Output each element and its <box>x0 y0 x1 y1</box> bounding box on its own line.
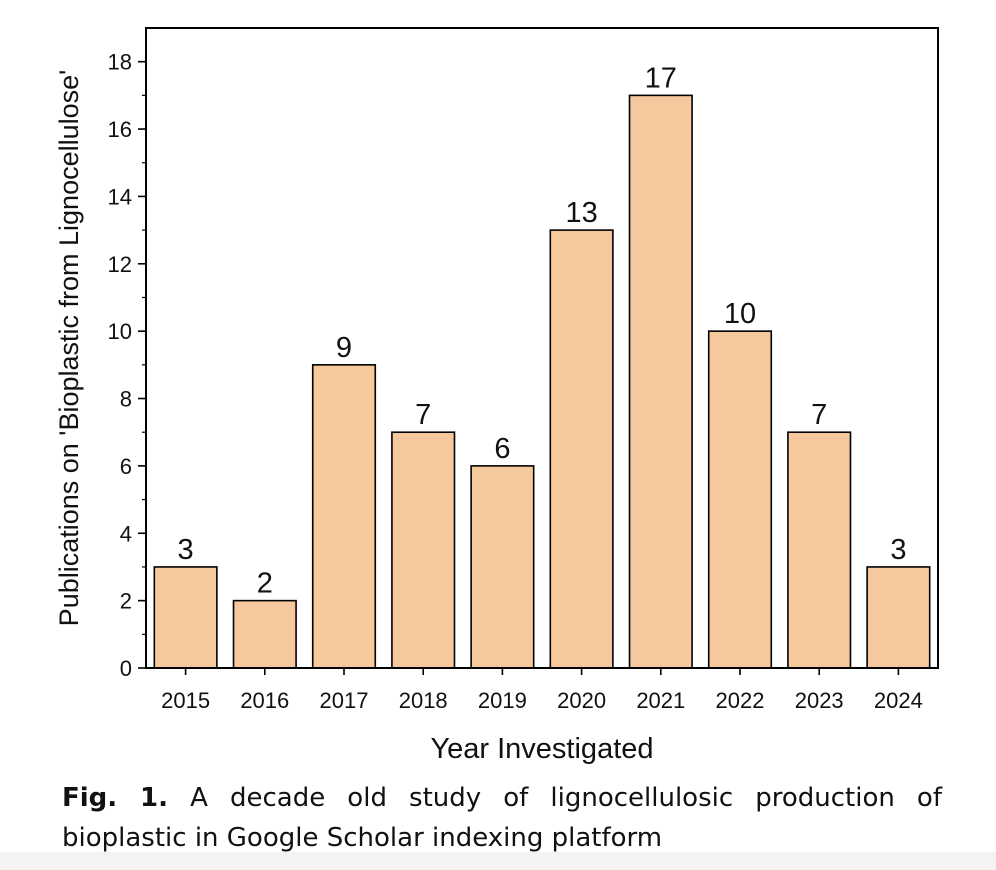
data-label: 6 <box>494 433 510 465</box>
y-tick-label: 18 <box>108 50 132 75</box>
x-axis-label: Year Investigated <box>430 733 653 765</box>
bar <box>153 566 218 669</box>
bar <box>311 364 377 669</box>
y-tick-label: 6 <box>120 454 132 479</box>
plot-frame <box>145 27 939 669</box>
y-tick-label: 16 <box>108 117 132 142</box>
x-tick-label: 2017 <box>320 688 369 713</box>
data-label: 7 <box>811 399 827 431</box>
data-label: 2 <box>257 568 273 600</box>
y-tick-label: 0 <box>120 656 132 681</box>
y-axis: 0 2 4 6 8 10 12 14 16 18 <box>108 50 146 681</box>
bar <box>707 330 773 669</box>
data-label: 13 <box>565 197 597 229</box>
caption-label: Fig. 1. <box>62 783 169 813</box>
y-tick-label: 14 <box>108 184 132 209</box>
bar <box>628 94 693 669</box>
x-tick-label: 2015 <box>161 688 210 713</box>
bar <box>391 431 456 669</box>
y-tick-label: 8 <box>120 387 132 412</box>
x-tick-label: 2018 <box>399 688 448 713</box>
y-tick-label: 4 <box>120 521 132 546</box>
x-tick-label: 2019 <box>478 688 527 713</box>
figure-caption: Fig. 1. A decade old study of lignocellu… <box>62 778 942 858</box>
bar <box>866 566 931 669</box>
data-label: 3 <box>890 534 906 566</box>
y-tick-label: 2 <box>120 589 132 614</box>
x-tick-label: 2024 <box>874 688 923 713</box>
data-label: 17 <box>645 62 677 94</box>
bar <box>470 465 535 669</box>
bar <box>787 431 852 669</box>
x-tick-label: 2021 <box>636 688 685 713</box>
x-axis: 2015 2016 2017 2018 2019 2020 2021 2022 2023 2024 <box>161 668 923 713</box>
y-tick-label: 10 <box>108 319 132 344</box>
data-labels-group: 3 2 9 7 6 13 17 10 7 3 <box>178 62 907 599</box>
caption-text: A decade old study of lignocellulosic pr… <box>62 783 942 853</box>
bottom-strip <box>0 852 996 870</box>
bar <box>549 229 614 669</box>
x-tick-label: 2022 <box>716 688 765 713</box>
data-label: 10 <box>724 298 756 330</box>
bar <box>232 599 297 669</box>
x-tick-label: 2023 <box>795 688 844 713</box>
data-label: 7 <box>415 399 431 431</box>
y-axis-label: Publications on 'Bioplastic from Lignoce… <box>54 70 84 627</box>
bars-group <box>153 94 931 669</box>
x-tick-label: 2016 <box>240 688 289 713</box>
data-label: 3 <box>178 534 194 566</box>
data-label: 9 <box>336 332 352 364</box>
y-tick-label: 12 <box>108 252 132 277</box>
x-tick-label: 2020 <box>557 688 606 713</box>
